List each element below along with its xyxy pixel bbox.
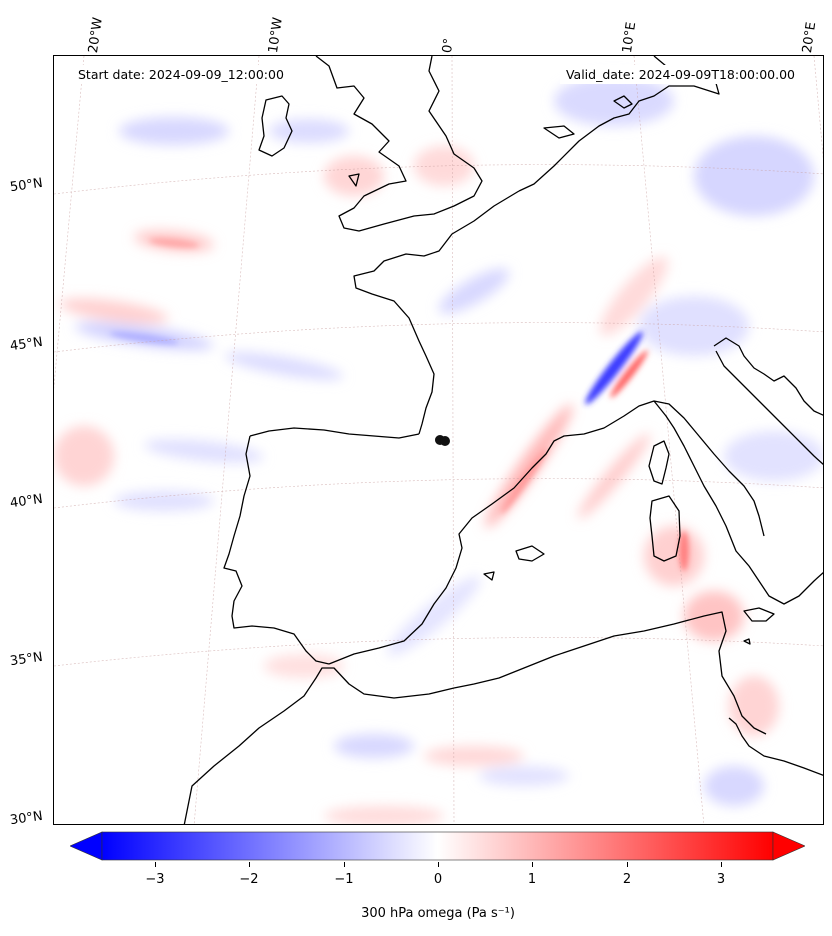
- lon-label-10e: 10°E: [620, 21, 640, 55]
- coast-ireland: [258, 95, 293, 157]
- coast-sardinia: [649, 495, 681, 562]
- cb-tick: [344, 862, 345, 867]
- colorbar: [69, 830, 806, 862]
- lat-label-40n: 40°N: [9, 491, 44, 512]
- omega-strong-cells: [109, 238, 689, 571]
- cb-tick-label-neg1: −1: [334, 872, 354, 887]
- coast-great-britain: [315, 56, 483, 232]
- location-marker[interactable]: [435, 435, 450, 446]
- coast-france-north: [353, 190, 520, 435]
- cb-tick: [721, 862, 722, 867]
- map-panel[interactable]: Start date: 2024-09-09_12:00:00 Valid_da…: [53, 55, 824, 825]
- cb-tick: [532, 862, 533, 867]
- lon-label-20w: 20°W: [86, 16, 106, 55]
- colorbar-label: 300 hPa omega (Pa s⁻¹): [361, 906, 515, 921]
- coast-iberia-west: [223, 435, 330, 665]
- coast-italy: [653, 400, 823, 605]
- cb-tick: [155, 862, 156, 867]
- omega-field: [54, 76, 823, 824]
- cb-tick: [438, 862, 439, 867]
- lat-label-35n: 35°N: [9, 649, 44, 670]
- lon-label-0: 0°: [440, 37, 457, 55]
- coast-spain-north: [249, 427, 420, 439]
- cb-tick-label-3: 3: [716, 872, 726, 887]
- colorbar-gradient: [101, 831, 774, 861]
- coast-corsica: [648, 440, 670, 485]
- coast-adriatic: [715, 350, 823, 466]
- coast-sicily: [743, 607, 775, 622]
- lon-label-20e: 20°E: [800, 21, 820, 55]
- cb-tick: [249, 862, 250, 867]
- cb-tick-label-1: 1: [527, 872, 537, 887]
- cb-tick-label-0: 0: [433, 872, 443, 887]
- cb-tick: [627, 862, 628, 867]
- lat-label-50n: 50°N: [9, 175, 44, 196]
- cb-tick-label-neg3: −3: [145, 872, 165, 887]
- coast-balearics: [515, 545, 545, 562]
- colorbar-extend-min: [69, 831, 103, 861]
- cb-tick-label-2: 2: [622, 872, 632, 887]
- valid-date-label: Valid_date: 2024-09-09T18:00:00.00: [559, 65, 801, 84]
- coast-north-africa: [183, 611, 767, 824]
- colorbar-extend-max: [772, 831, 806, 861]
- start-date-label: Start date: 2024-09-09_12:00:00: [72, 65, 290, 84]
- colorbar-svg: [69, 831, 806, 861]
- omega-map[interactable]: [54, 56, 824, 825]
- lat-label-45n: 45°N: [9, 334, 44, 355]
- cb-tick-label-neg2: −2: [239, 872, 259, 887]
- graticule: [54, 56, 823, 824]
- coast-iberia-east: [328, 400, 765, 665]
- lon-label-10w: 10°W: [266, 16, 286, 55]
- lat-label-30n: 30°N: [9, 808, 44, 829]
